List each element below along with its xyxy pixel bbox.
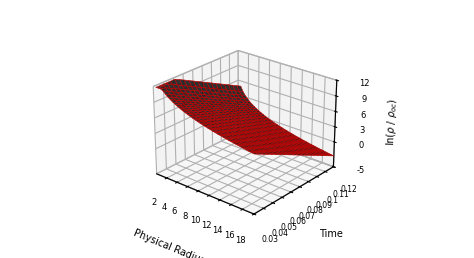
Y-axis label: Time: Time [319, 229, 343, 239]
X-axis label: Physical Radius: Physical Radius [132, 227, 207, 258]
